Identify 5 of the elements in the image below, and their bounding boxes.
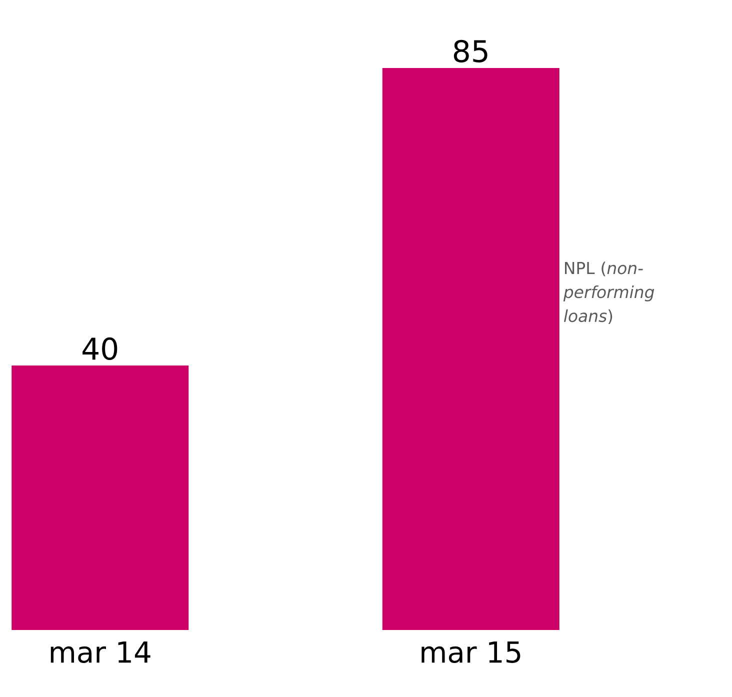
data-label: 85: [454, 40, 488, 62]
series-label: NPL (non-performing loans): [563, 262, 654, 324]
data-label: 40: [82, 337, 118, 360]
x-tick-label: mar 14: [50, 642, 150, 663]
x-tick-label: mar 15: [422, 642, 520, 663]
